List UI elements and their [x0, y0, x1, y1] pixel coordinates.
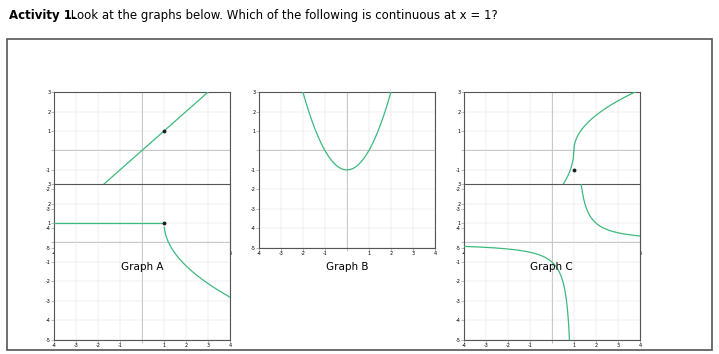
- Text: Graph A: Graph A: [121, 262, 163, 272]
- Text: Graph C: Graph C: [531, 262, 573, 272]
- Text: Activity 1.: Activity 1.: [9, 9, 76, 22]
- Text: Look at the graphs below. Which of the following is continuous at x = 1?: Look at the graphs below. Which of the f…: [67, 9, 498, 22]
- Text: Graph B: Graph B: [326, 262, 368, 272]
